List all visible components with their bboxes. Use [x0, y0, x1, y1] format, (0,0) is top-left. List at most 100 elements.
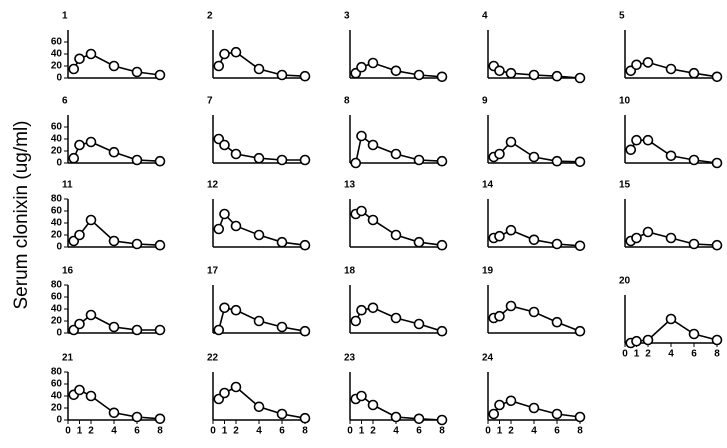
data-point [74, 229, 85, 241]
data-point [551, 155, 563, 167]
data-point [367, 139, 379, 151]
panel-title: 3 [344, 11, 350, 22]
data-point [219, 48, 230, 60]
x-tick-label: 2 [233, 426, 239, 437]
data-point [574, 411, 586, 423]
y-tick-label: 20 [51, 403, 63, 414]
y-tick-label: 20 [51, 316, 63, 327]
y-tick-label: 40 [51, 134, 63, 145]
data-point [494, 148, 505, 160]
x-tick-label: 8 [714, 349, 720, 360]
panel-title: 10 [619, 96, 631, 107]
data-point [299, 325, 311, 337]
y-tick-label: 40 [51, 49, 63, 60]
panel-title: 2 [207, 11, 213, 22]
data-point [108, 60, 120, 72]
x-tick-label: 8 [302, 426, 308, 437]
x-tick-label: 4 [111, 426, 117, 437]
data-point [230, 148, 242, 160]
data-point [154, 239, 166, 251]
y-tick-label: 60 [51, 379, 63, 390]
y-tick-label: 0 [56, 242, 62, 253]
x-tick-label: 8 [439, 426, 445, 437]
data-point [154, 413, 166, 425]
y-tick-label: 60 [51, 37, 63, 48]
data-point [528, 402, 540, 414]
x-tick-label: 6 [279, 426, 285, 437]
panel-title: 18 [344, 266, 356, 277]
panel-title: 5 [619, 11, 625, 22]
data-point [436, 71, 448, 83]
data-point [154, 324, 166, 336]
data-line [218, 212, 306, 246]
data-point [85, 390, 97, 402]
data-point [131, 66, 143, 78]
data-point [574, 72, 586, 84]
data-point [625, 144, 637, 156]
x-tick-label: 1 [222, 426, 228, 437]
data-point [74, 139, 85, 151]
data-point [108, 407, 120, 419]
data-point [665, 63, 677, 75]
panel-title: 23 [344, 353, 356, 364]
panel-title: 22 [207, 353, 219, 364]
data-point [665, 150, 677, 162]
panel-title: 12 [207, 180, 219, 191]
data-point [276, 236, 288, 248]
data-point [219, 387, 230, 399]
x-tick-label: 1 [359, 426, 365, 437]
data-point [505, 224, 517, 236]
x-tick-label: 4 [256, 426, 262, 437]
data-point [108, 146, 120, 158]
data-point [528, 151, 540, 163]
data-point [551, 70, 563, 82]
data-point [219, 208, 230, 220]
data-point [574, 325, 586, 337]
panel-title: 15 [619, 180, 631, 191]
data-point [631, 134, 642, 146]
data-point [367, 302, 379, 314]
x-tick-label: 6 [134, 426, 140, 437]
y-tick-label: 20 [51, 230, 63, 241]
x-tick-label: 2 [508, 426, 514, 437]
y-tick-label: 40 [51, 304, 63, 315]
y-axis-label: Serum clonixin (ug/ml) [11, 121, 32, 310]
data-point [230, 46, 242, 58]
data-point [631, 232, 642, 244]
data-point [631, 335, 642, 347]
panel-title: 19 [482, 266, 494, 277]
data-point [688, 238, 700, 250]
data-point [299, 412, 311, 424]
data-point [131, 154, 143, 166]
data-point [219, 302, 230, 314]
data-point [213, 223, 225, 235]
data-point [413, 154, 425, 166]
data-point [711, 334, 723, 346]
data-point [367, 399, 379, 411]
data-point [688, 154, 700, 166]
data-point [85, 214, 97, 226]
data-point [367, 214, 379, 226]
y-tick-label: 60 [51, 292, 63, 303]
y-tick-label: 80 [51, 194, 63, 205]
data-point [505, 395, 517, 407]
data-point [68, 152, 80, 164]
data-point [551, 316, 563, 328]
y-tick-label: 40 [51, 218, 63, 229]
data-point [551, 408, 563, 420]
data-point [276, 321, 288, 333]
data-point [528, 234, 540, 246]
panel-title: 1 [62, 11, 68, 22]
data-point [665, 313, 677, 325]
data-point [688, 67, 700, 79]
data-point [131, 411, 143, 423]
data-point [436, 239, 448, 251]
data-point [505, 136, 517, 148]
x-tick-label: 1 [77, 426, 83, 437]
panel-title: 7 [207, 96, 213, 107]
data-point [219, 139, 230, 151]
panel-title: 8 [344, 96, 350, 107]
data-point [488, 408, 500, 420]
data-point [436, 414, 448, 426]
